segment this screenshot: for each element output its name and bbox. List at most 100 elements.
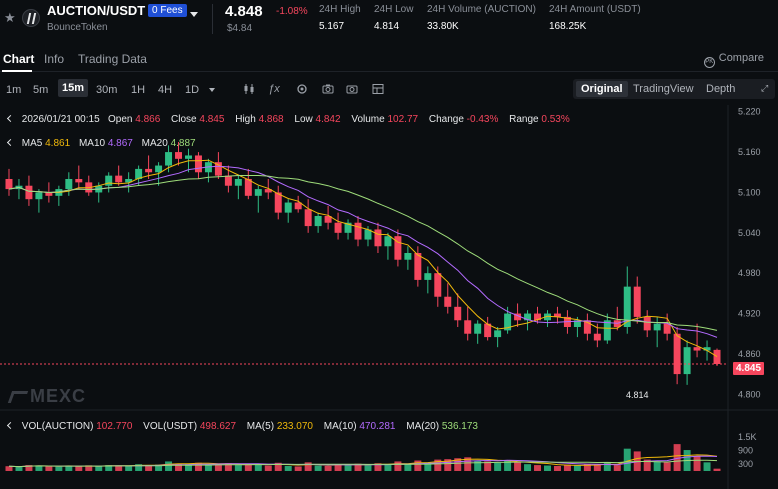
view-tradingview[interactable]: TradingView <box>633 83 694 95</box>
view-depth[interactable]: Depth <box>706 83 736 95</box>
vol-ma5-label: MA(5) <box>246 421 275 432</box>
volume-bar <box>284 465 292 471</box>
candle-body <box>135 168 143 179</box>
stat-label: 24H Volume (AUCTION) <box>427 4 536 15</box>
vol-ma20-value: 536.173 <box>441 421 478 432</box>
candle-body <box>683 347 691 375</box>
volume-bar <box>593 464 601 471</box>
candle-body <box>344 222 352 233</box>
volume-ma10-line <box>8 455 718 468</box>
price-tick-label: 5.100 <box>738 187 761 197</box>
collapse-chevron-icon[interactable] <box>6 138 15 147</box>
volume-bar <box>354 463 362 471</box>
vol-auction-value: 102.770 <box>96 421 133 432</box>
indicator-fx-icon[interactable]: ƒx <box>268 83 280 95</box>
stat-24h-amount: 24H Amount (USDT) 168.25K <box>549 4 641 32</box>
candlestick-chart[interactable]: 5.220 5.160 5.100 5.040 4.980 4.920 4.860 4.800… <box>0 105 778 489</box>
candle-body <box>543 313 551 321</box>
candle-body <box>364 229 372 240</box>
volume-tick-label: 900 <box>738 446 753 456</box>
candle-body <box>394 236 402 260</box>
settings-icon[interactable] <box>296 83 308 95</box>
volume-bar <box>673 444 681 471</box>
stat-value: 4.814 <box>374 21 400 32</box>
volume-bar <box>653 461 661 471</box>
timeframe-1d[interactable]: 1D <box>185 84 200 96</box>
collapse-chevron-icon[interactable] <box>6 114 15 123</box>
timeframe-1h[interactable]: 1H <box>131 84 146 96</box>
candle-body <box>623 286 631 327</box>
timeframe-4h[interactable]: 4H <box>158 84 173 96</box>
timeframe-5m[interactable]: 5m <box>33 84 49 96</box>
volume-bar <box>75 466 83 471</box>
chart-tabs: Chart Info Trading Data PK Compare <box>0 44 778 72</box>
range-label: Range <box>509 114 539 125</box>
candle-body <box>643 316 651 331</box>
volume-legend: VOL(AUCTION) 102.770 VOL(USDT) 498.627 M… <box>6 421 478 432</box>
candle-body <box>593 333 601 341</box>
volume-bar <box>344 465 352 471</box>
volume-bar <box>364 465 372 471</box>
candle-body <box>414 253 422 280</box>
expand-icon[interactable]: ⤢ <box>761 83 769 93</box>
stat-24h-low: 24H Low 4.814 <box>374 4 413 32</box>
volume-bar <box>35 465 43 471</box>
candle-body <box>374 229 382 247</box>
volume-bar <box>494 462 502 471</box>
candle-body <box>454 306 462 321</box>
volume-bar <box>434 459 442 471</box>
volume-bar <box>454 458 462 471</box>
volume-tick-label: 300 <box>738 459 753 469</box>
candle-body <box>514 313 522 321</box>
stat-24h-high: 24H High 5.167 <box>319 4 361 32</box>
stat-value: 33.80K <box>427 21 459 32</box>
volume-bar <box>145 465 153 471</box>
volume-bar <box>504 460 512 471</box>
camera-snapshot-icon[interactable] <box>346 83 358 95</box>
candle-body <box>284 202 292 213</box>
change-value: -0.43% <box>466 114 499 125</box>
pair-dropdown-chevron-icon[interactable] <box>190 12 198 17</box>
timeframe-30m[interactable]: 30m <box>96 84 118 96</box>
candle-body <box>324 216 332 223</box>
volume-bar <box>524 464 532 471</box>
candle-body <box>294 202 302 210</box>
pair-name[interactable]: AUCTION/USDT <box>47 3 146 18</box>
vol-usdt-value: 498.627 <box>199 421 237 432</box>
candle-body <box>304 209 312 227</box>
volume-bar <box>314 465 322 471</box>
favorite-star-icon[interactable]: ★ <box>4 10 16 25</box>
tab-trading-data[interactable]: Trading Data <box>78 52 147 66</box>
volume-bar <box>643 459 651 471</box>
camera-icon[interactable] <box>322 83 334 95</box>
timeframe-15m[interactable]: 15m <box>58 79 89 97</box>
vol-ma10-label: MA(10) <box>323 421 357 432</box>
price-tick-label: 4.800 <box>738 389 761 399</box>
candle-body <box>693 347 701 351</box>
candle-body <box>424 273 432 280</box>
candle-body <box>65 179 73 190</box>
change-label: Change <box>428 114 464 125</box>
timeframe-dropdown-chevron-icon[interactable] <box>209 88 215 92</box>
ticker-header: ★ AUCTION/USDT 0 Fees BounceToken 4.848 … <box>0 0 778 40</box>
price-change: -1.08% <box>276 6 308 17</box>
candles-icon[interactable] <box>243 83 255 95</box>
vol-ma20-label: MA(20) <box>406 421 440 432</box>
ma5-value: 4.861 <box>45 138 71 149</box>
view-original[interactable]: Original <box>576 81 628 97</box>
compare-button[interactable]: PK Compare <box>703 52 764 68</box>
high-value: 4.868 <box>258 114 284 125</box>
tab-chart[interactable]: Chart <box>3 52 35 66</box>
candle-body <box>524 313 532 321</box>
ma5-label: MA5 <box>21 138 43 149</box>
layout-icon[interactable] <box>372 83 384 95</box>
volume-bar <box>693 456 701 471</box>
volume-bar <box>105 465 113 471</box>
collapse-chevron-icon[interactable] <box>6 421 15 430</box>
tab-info[interactable]: Info <box>44 52 65 66</box>
volume-bar <box>184 464 192 471</box>
stat-24h-volume: 24H Volume (AUCTION) 33.80K <box>427 4 536 32</box>
timeframe-1m[interactable]: 1m <box>6 84 22 96</box>
price-tick-label: 4.860 <box>738 349 761 359</box>
volume-bar <box>713 468 721 471</box>
